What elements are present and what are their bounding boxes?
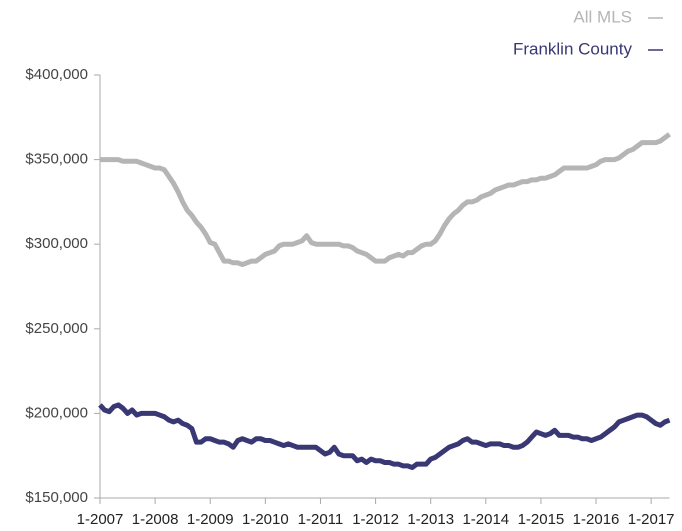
series-line (100, 132, 672, 267)
y-tick-label: $200,000 (25, 404, 88, 421)
x-tick-label: 1-2013 (407, 511, 454, 528)
x-tick-label: 1-2008 (132, 511, 179, 528)
y-tick-label: $350,000 (25, 151, 88, 168)
x-tick-label: 1-2011 (298, 511, 344, 528)
x-tick-label: 1-2009 (187, 511, 234, 528)
x-tick-label: 1-2010 (242, 511, 289, 528)
legend-label: Franklin County (513, 39, 633, 58)
x-tick-label: 1-2016 (573, 511, 620, 528)
x-tick-label: 1-2015 (518, 511, 565, 528)
y-tick-label: $250,000 (25, 320, 88, 337)
y-tick-label: $300,000 (25, 235, 88, 252)
x-tick-label: 1-2012 (352, 511, 399, 528)
y-tick-label: $150,000 (25, 489, 88, 506)
y-tick-label: $400,000 (25, 66, 88, 83)
legend-label: All MLS (573, 7, 632, 26)
series-line (98, 402, 671, 471)
x-tick-label: 1-2014 (462, 511, 509, 528)
x-tick-label: 1-2017 (628, 511, 675, 528)
x-tick-label: 1-2007 (77, 511, 124, 528)
